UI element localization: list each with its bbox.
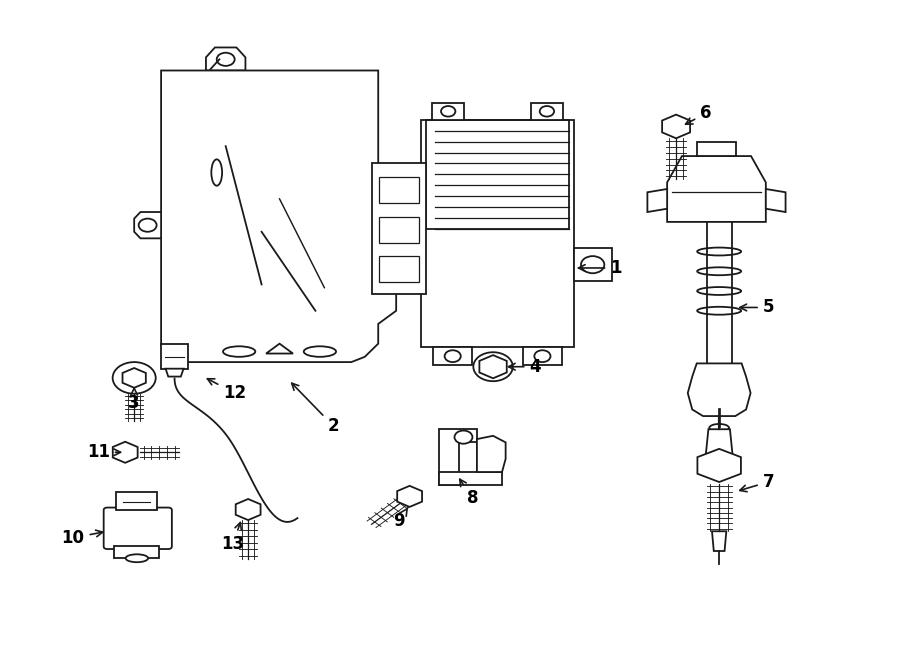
Circle shape [217, 53, 235, 66]
Ellipse shape [709, 424, 729, 432]
Circle shape [473, 352, 513, 381]
Ellipse shape [126, 555, 148, 563]
Ellipse shape [223, 346, 256, 357]
Polygon shape [432, 103, 464, 120]
Text: 8: 8 [460, 479, 478, 508]
Polygon shape [531, 103, 563, 120]
Polygon shape [662, 114, 690, 138]
Polygon shape [206, 48, 246, 71]
Text: 4: 4 [508, 358, 541, 375]
Polygon shape [439, 472, 502, 485]
Text: 1: 1 [579, 259, 622, 277]
Polygon shape [433, 347, 472, 366]
Polygon shape [688, 364, 751, 416]
Polygon shape [523, 347, 562, 366]
Ellipse shape [212, 159, 222, 186]
Polygon shape [161, 71, 396, 362]
Polygon shape [112, 442, 138, 463]
Circle shape [441, 106, 455, 116]
Polygon shape [122, 368, 146, 388]
Text: 5: 5 [740, 299, 774, 317]
Polygon shape [647, 189, 667, 212]
Polygon shape [477, 436, 506, 472]
Text: 3: 3 [129, 388, 140, 412]
Text: 10: 10 [62, 529, 103, 547]
Text: 7: 7 [740, 473, 774, 492]
Circle shape [581, 256, 604, 273]
Ellipse shape [304, 346, 336, 357]
Text: 6: 6 [686, 104, 712, 124]
Polygon shape [697, 141, 736, 156]
Circle shape [540, 106, 554, 116]
Circle shape [139, 219, 157, 232]
Polygon shape [574, 249, 611, 281]
Circle shape [454, 430, 472, 444]
FancyBboxPatch shape [372, 163, 426, 294]
Circle shape [535, 350, 551, 362]
Text: 9: 9 [393, 507, 408, 530]
Polygon shape [766, 189, 786, 212]
Polygon shape [480, 355, 507, 378]
Polygon shape [439, 429, 477, 485]
Polygon shape [698, 449, 741, 482]
Circle shape [383, 219, 401, 232]
Polygon shape [116, 492, 157, 510]
Polygon shape [397, 486, 422, 507]
Polygon shape [161, 344, 188, 369]
Circle shape [445, 350, 461, 362]
FancyBboxPatch shape [104, 508, 172, 549]
Polygon shape [166, 369, 184, 377]
Text: 12: 12 [207, 379, 247, 402]
FancyBboxPatch shape [421, 120, 574, 347]
Ellipse shape [698, 287, 741, 295]
Polygon shape [236, 499, 261, 520]
Polygon shape [706, 429, 733, 455]
Ellipse shape [698, 267, 741, 275]
Ellipse shape [698, 248, 741, 255]
Polygon shape [378, 212, 405, 239]
Polygon shape [266, 344, 293, 354]
Polygon shape [114, 547, 159, 559]
Text: 2: 2 [292, 383, 339, 435]
Text: 11: 11 [86, 444, 121, 461]
Polygon shape [667, 156, 766, 222]
Polygon shape [134, 212, 161, 239]
Text: 13: 13 [221, 522, 245, 553]
Ellipse shape [698, 307, 741, 315]
Circle shape [483, 360, 503, 374]
Polygon shape [712, 531, 726, 551]
Circle shape [112, 362, 156, 394]
